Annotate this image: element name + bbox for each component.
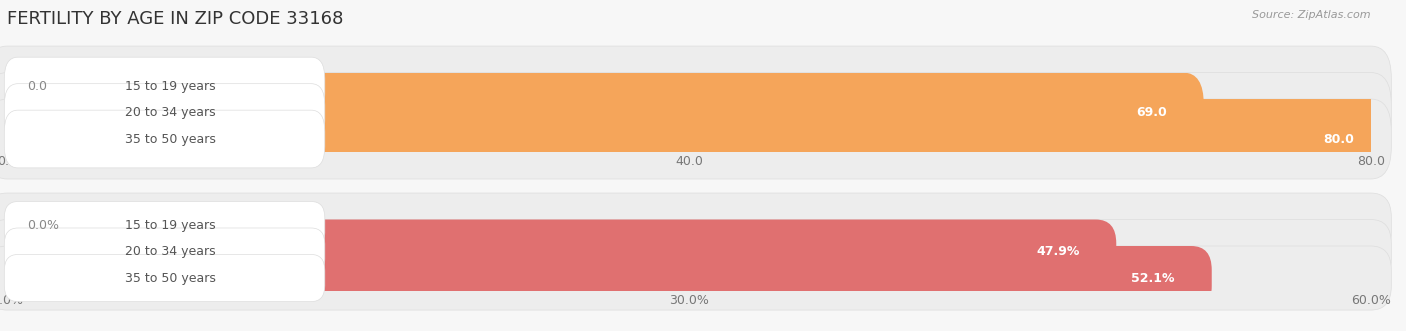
FancyBboxPatch shape bbox=[0, 246, 1392, 310]
FancyBboxPatch shape bbox=[0, 99, 1392, 179]
FancyBboxPatch shape bbox=[0, 99, 1392, 179]
FancyBboxPatch shape bbox=[4, 202, 325, 249]
FancyBboxPatch shape bbox=[0, 219, 1392, 284]
FancyBboxPatch shape bbox=[4, 110, 325, 168]
FancyBboxPatch shape bbox=[0, 72, 1392, 153]
FancyBboxPatch shape bbox=[0, 46, 1392, 126]
FancyBboxPatch shape bbox=[4, 84, 325, 141]
Text: 0.0: 0.0 bbox=[28, 79, 48, 93]
Text: 20 to 34 years: 20 to 34 years bbox=[125, 245, 215, 258]
Text: 47.9%: 47.9% bbox=[1036, 245, 1080, 258]
Text: FERTILITY BY AGE IN ZIP CODE 33168: FERTILITY BY AGE IN ZIP CODE 33168 bbox=[7, 10, 343, 28]
Text: Source: ZipAtlas.com: Source: ZipAtlas.com bbox=[1253, 10, 1371, 20]
Text: 52.1%: 52.1% bbox=[1132, 271, 1175, 285]
Text: 69.0: 69.0 bbox=[1136, 106, 1167, 119]
Text: 35 to 50 years: 35 to 50 years bbox=[125, 271, 217, 285]
FancyBboxPatch shape bbox=[0, 219, 1116, 284]
Text: 0.0%: 0.0% bbox=[28, 218, 59, 232]
Text: 15 to 19 years: 15 to 19 years bbox=[125, 218, 215, 232]
FancyBboxPatch shape bbox=[0, 246, 1212, 310]
FancyBboxPatch shape bbox=[4, 255, 325, 302]
Text: 35 to 50 years: 35 to 50 years bbox=[125, 132, 217, 146]
FancyBboxPatch shape bbox=[0, 72, 1204, 153]
Text: 80.0: 80.0 bbox=[1323, 132, 1354, 146]
FancyBboxPatch shape bbox=[4, 57, 325, 115]
FancyBboxPatch shape bbox=[4, 228, 325, 275]
Text: 15 to 19 years: 15 to 19 years bbox=[125, 79, 215, 93]
Text: 20 to 34 years: 20 to 34 years bbox=[125, 106, 215, 119]
FancyBboxPatch shape bbox=[0, 193, 1392, 257]
